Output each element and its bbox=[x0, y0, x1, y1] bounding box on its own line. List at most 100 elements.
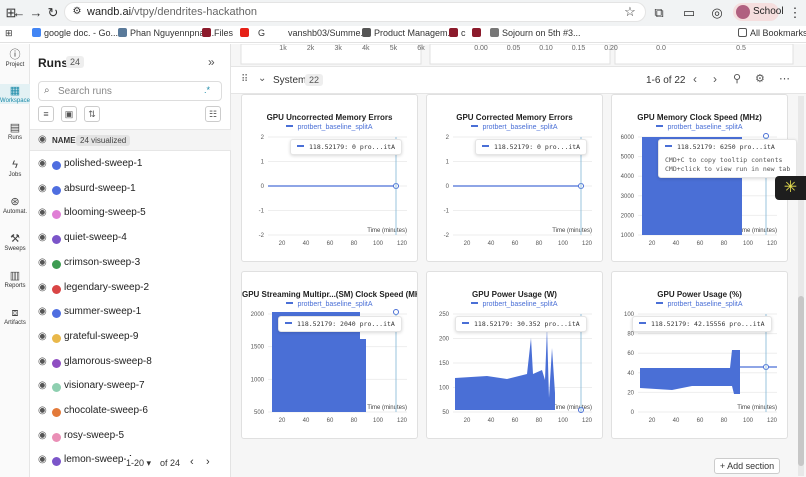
tab-grid-icon[interactable]: ⊞ bbox=[5, 5, 17, 20]
forward-icon[interactable]: → bbox=[29, 5, 43, 20]
search-runs-input[interactable]: ⌕ Search runs .* bbox=[38, 81, 222, 101]
eye-icon[interactable]: ◉ bbox=[38, 355, 47, 367]
run-name[interactable]: glamorous-sweep-8 bbox=[64, 355, 152, 367]
next-page-icon[interactable]: › bbox=[206, 456, 210, 468]
run-color-dot[interactable] bbox=[52, 333, 61, 343]
run-row[interactable]: ◉ chocolate-sweep-6 bbox=[30, 400, 231, 424]
eye-icon[interactable]: ◉ bbox=[38, 380, 47, 392]
section-title[interactable]: System bbox=[273, 75, 307, 86]
bookmark-item[interactable]: vanshb03/Summe... bbox=[276, 28, 368, 38]
run-color-dot[interactable] bbox=[52, 457, 61, 467]
extensions-icon[interactable]: ⧉ bbox=[654, 5, 664, 20]
eye-icon[interactable]: ◉ bbox=[38, 405, 47, 416]
run-color-dot[interactable] bbox=[52, 432, 61, 442]
bookmark-item[interactable]: Product Managem... bbox=[362, 28, 455, 38]
run-row[interactable]: ◉ visionary-sweep-7 bbox=[30, 375, 231, 399]
run-name[interactable]: crimson-sweep-3 bbox=[64, 256, 141, 268]
run-row[interactable]: ◉ absurd-sweep-1 bbox=[30, 178, 231, 202]
menu-kebab-icon[interactable]: ⋮ bbox=[788, 5, 802, 20]
run-name[interactable]: absurd-sweep-1 bbox=[64, 182, 136, 194]
eye-icon[interactable]: ◉ bbox=[38, 182, 47, 194]
group-button[interactable]: ▣ bbox=[61, 106, 77, 122]
chart-panel[interactable]: GPU Corrected Memory Errors protbert_base… bbox=[426, 94, 603, 262]
regex-icon[interactable]: .* bbox=[204, 85, 211, 95]
rail-automations[interactable]: ⊛ Automat. bbox=[0, 195, 30, 215]
chart-panel[interactable]: GPU Streaming Multipr...(SM) Clock Speed… bbox=[241, 271, 418, 439]
run-name[interactable]: legendary-sweep-2 bbox=[64, 281, 150, 293]
eye-icon[interactable]: ◉ bbox=[38, 429, 47, 441]
eye-icon[interactable]: ◉ bbox=[38, 281, 47, 293]
run-color-dot[interactable] bbox=[52, 235, 61, 245]
more-icon[interactable]: ⋯ bbox=[779, 73, 790, 85]
run-row[interactable]: ◉ lemon-sweep-4 bbox=[30, 449, 231, 473]
rail-reports[interactable]: ▥ Reports bbox=[0, 269, 30, 289]
chart-panel[interactable]: GPU Uncorrected Memory Errors protbert_ba… bbox=[241, 94, 418, 262]
run-row[interactable]: ◉ polished-sweep-1 bbox=[30, 153, 231, 177]
site-info-icon[interactable]: ⚙ bbox=[72, 6, 82, 17]
all-bookmarks-folder[interactable]: All Bookmarks bbox=[738, 28, 806, 38]
columns-button[interactable]: ☷ bbox=[205, 106, 221, 122]
bookmark-item[interactable]: Phan Nguyennpnal... bbox=[118, 28, 214, 38]
run-color-dot[interactable] bbox=[52, 185, 61, 195]
profile-button[interactable]: School bbox=[733, 3, 784, 21]
prev-page-icon[interactable]: ‹ bbox=[693, 72, 697, 86]
run-name[interactable]: blooming-sweep-5 bbox=[64, 207, 146, 219]
add-section-button[interactable]: + Add section bbox=[714, 458, 780, 474]
next-page-icon[interactable]: › bbox=[713, 72, 717, 86]
run-color-dot[interactable] bbox=[52, 309, 61, 319]
cast-icon[interactable]: ▭ bbox=[682, 5, 696, 20]
bookmark-item[interactable]: Files bbox=[202, 28, 233, 38]
run-row[interactable]: ◉ grateful-sweep-9 bbox=[30, 326, 231, 350]
sort-button[interactable]: ⇅ bbox=[84, 106, 100, 122]
drag-handle-icon[interactable]: ⠿ bbox=[241, 74, 249, 85]
rail-sweeps[interactable]: ⚒ Sweeps bbox=[0, 232, 30, 252]
rail-runs[interactable]: ▤ Runs bbox=[0, 121, 30, 141]
rail-jobs[interactable]: ϟ Jobs bbox=[0, 158, 30, 178]
eye-icon[interactable]: ◉ bbox=[38, 330, 47, 342]
chart-panel[interactable]: GPU Memory Clock Speed (MHz) protbert_bas… bbox=[611, 94, 798, 262]
sync-icon[interactable]: ◎ bbox=[711, 5, 723, 20]
bookmark-item[interactable]: c bbox=[449, 28, 466, 38]
back-icon[interactable]: ← bbox=[12, 5, 26, 20]
name-column-header[interactable]: NAME bbox=[52, 136, 76, 145]
chevron-down-icon[interactable]: ⌄ bbox=[258, 73, 267, 84]
run-name[interactable]: polished-sweep-1 bbox=[64, 158, 143, 169]
eye-icon[interactable]: ◉ bbox=[38, 232, 47, 244]
run-name[interactable]: visionary-sweep-7 bbox=[64, 380, 145, 392]
bookmark-item[interactable]: Sojourn on 5th #3... bbox=[490, 28, 581, 38]
chart-panel[interactable]: GPU Power Usage (%) protbert_baseline_spl… bbox=[611, 271, 788, 439]
run-row[interactable]: ◉ legendary-sweep-2 bbox=[30, 277, 231, 301]
run-row[interactable]: ◉ blooming-sweep-5 bbox=[30, 202, 231, 226]
run-name[interactable]: lemon-sweep-4 bbox=[64, 454, 133, 466]
rail-artifacts[interactable]: ⧈ Artifacts bbox=[0, 306, 30, 326]
pin-icon[interactable]: ⚲ bbox=[733, 73, 742, 85]
scrollbar[interactable] bbox=[798, 96, 804, 476]
run-color-dot[interactable] bbox=[52, 210, 61, 220]
reload-icon[interactable]: ↻ bbox=[47, 5, 59, 20]
run-color-dot[interactable] bbox=[52, 161, 61, 170]
eye-icon[interactable]: ◉ bbox=[38, 158, 47, 169]
filter-button[interactable]: ≡ bbox=[38, 106, 54, 122]
bookmark-item[interactable]: google doc. - Go... bbox=[32, 28, 118, 38]
page-size-select[interactable]: 1-20 ▾ bbox=[126, 458, 152, 468]
run-color-dot[interactable] bbox=[52, 358, 61, 368]
eye-icon[interactable]: ◉ bbox=[38, 454, 47, 466]
run-name[interactable]: summer-sweep-1 bbox=[64, 306, 142, 318]
run-name[interactable]: chocolate-sweep-6 bbox=[64, 405, 148, 416]
run-color-dot[interactable] bbox=[52, 284, 61, 294]
youtube-bookmark-icon[interactable] bbox=[240, 28, 252, 38]
rail-project[interactable]: ⓘ Project bbox=[0, 48, 30, 68]
apps-icon[interactable]: ⊞ bbox=[5, 28, 13, 38]
eye-icon[interactable]: ◉ bbox=[38, 207, 47, 219]
run-color-dot[interactable] bbox=[52, 408, 61, 417]
chart-panel[interactable]: GPU Power Usage (W) protbert_baseline_spl… bbox=[426, 271, 603, 439]
run-name[interactable]: quiet-sweep-4 bbox=[64, 232, 127, 244]
bookmark-star-icon[interactable]: ☆ bbox=[624, 4, 636, 19]
eye-icon[interactable]: ◉ bbox=[38, 306, 47, 318]
run-name[interactable]: rosy-sweep-5 bbox=[64, 429, 125, 441]
bookmark-item[interactable] bbox=[472, 28, 484, 38]
gear-icon[interactable]: ⚙ bbox=[755, 73, 765, 85]
extension-widget-icon[interactable]: ✳ bbox=[775, 176, 806, 200]
run-row[interactable]: ◉ rosy-sweep-5 bbox=[30, 425, 231, 449]
eye-icon[interactable]: ◉ bbox=[38, 134, 47, 145]
